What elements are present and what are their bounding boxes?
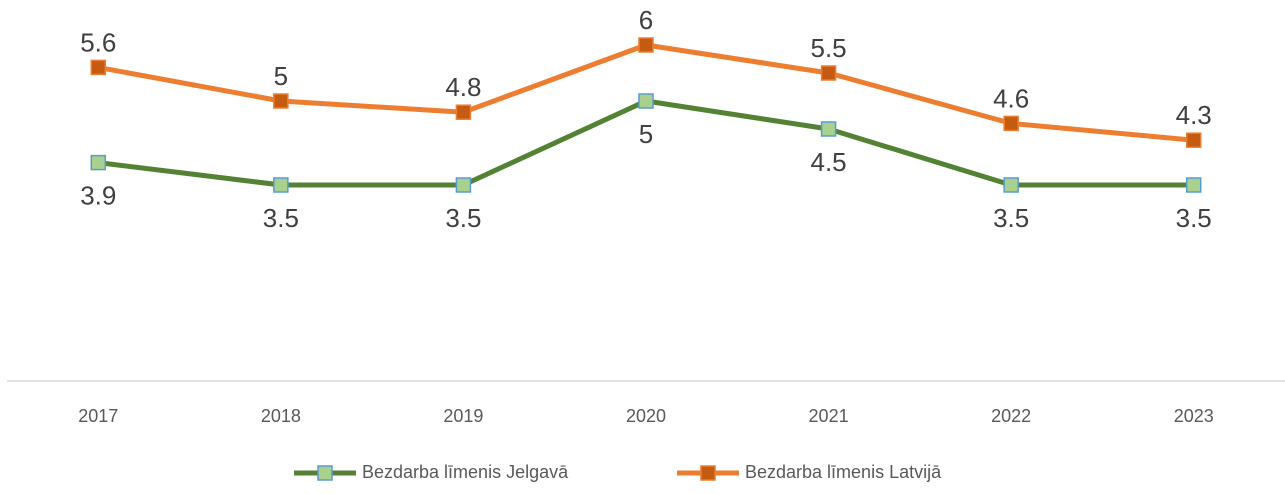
- data-point: [455, 177, 472, 193]
- x-tick-label: 2023: [1174, 406, 1214, 426]
- data-point: [455, 104, 472, 120]
- data-label: 3.5: [1176, 203, 1212, 233]
- data-point: [820, 121, 837, 137]
- data-point: [638, 37, 654, 53]
- data-point: [1185, 177, 1202, 193]
- data-label: 4.5: [810, 147, 846, 177]
- data-label: 3.5: [993, 203, 1029, 233]
- data-label: 6: [639, 5, 653, 35]
- data-label: 3.9: [80, 180, 116, 210]
- x-tick-label: 2021: [809, 406, 849, 426]
- data-label: 5: [639, 119, 653, 149]
- data-label: 5.6: [80, 27, 116, 57]
- legend-label: Bezdarba līmenis Latvijā: [745, 462, 942, 482]
- legend-marker: [317, 465, 333, 481]
- data-label: 5.5: [810, 33, 846, 63]
- data-label: 3.5: [263, 203, 299, 233]
- data-point: [1185, 132, 1202, 148]
- x-tick-label: 2017: [78, 406, 118, 426]
- data-label: 3.5: [445, 203, 481, 233]
- x-tick-label: 2022: [991, 406, 1031, 426]
- x-tick-label: 2019: [443, 406, 483, 426]
- data-point: [90, 154, 107, 171]
- legend-marker: [700, 465, 716, 481]
- data-point: [1003, 115, 1019, 132]
- x-tick-label: 2020: [626, 406, 666, 426]
- data-point: [90, 59, 107, 76]
- data-label: 4.8: [445, 72, 481, 102]
- data-point: [820, 65, 837, 81]
- data-point: [638, 93, 654, 109]
- data-point: [1003, 177, 1019, 193]
- legend-label: Bezdarba līmenis Jelgavā: [362, 462, 569, 482]
- data-label: 5: [274, 61, 288, 91]
- data-label: 4.3: [1176, 100, 1212, 130]
- data-label: 4.6: [993, 83, 1029, 113]
- data-point: [273, 93, 289, 109]
- data-point: [273, 177, 289, 193]
- x-tick-label: 2018: [261, 406, 301, 426]
